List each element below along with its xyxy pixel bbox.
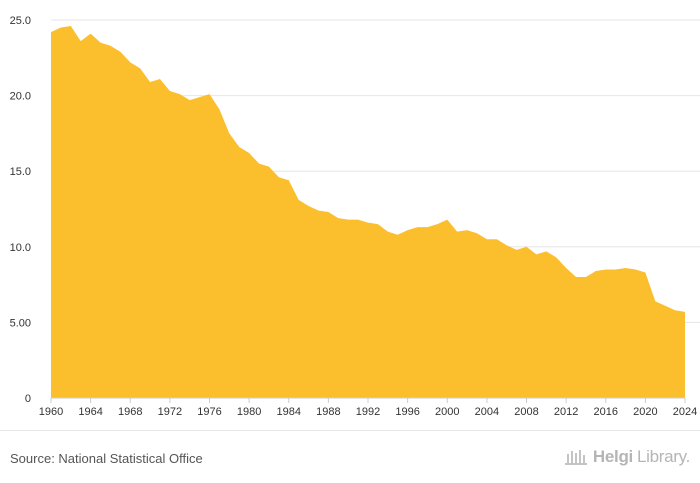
x-tick-label: 1960	[39, 406, 63, 418]
x-tick-label: 1984	[277, 406, 301, 418]
x-tick-label: 1976	[197, 406, 221, 418]
source-note: Source: National Statistical Office	[10, 451, 203, 466]
x-tick-label: 2024	[673, 406, 697, 418]
area-series	[51, 26, 685, 399]
x-tick-label: 1992	[356, 406, 380, 418]
y-tick-label: 0	[25, 393, 31, 405]
x-tick-label: 2012	[554, 406, 578, 418]
y-tick-label: 20.0	[10, 91, 31, 103]
x-tick-label: 2020	[633, 406, 657, 418]
x-tick-label: 1980	[237, 406, 261, 418]
library-icon	[564, 450, 587, 465]
x-tick-label: 1972	[158, 406, 182, 418]
y-tick-label: 25.0	[10, 15, 31, 27]
y-tick-label: 10.0	[10, 242, 31, 254]
x-tick-label: 2016	[594, 406, 618, 418]
y-tick-label: 5.00	[10, 317, 31, 329]
area-fill	[51, 26, 685, 399]
footer: Source: National Statistical Office Helg…	[0, 430, 700, 483]
y-tick-label: 15.0	[10, 166, 31, 178]
x-tick-label: 2000	[435, 406, 459, 418]
x-tick-label: 1964	[78, 406, 102, 418]
axes	[50, 397, 686, 403]
y-tick-labels: 0 5.00 10.0 15.0 20.0 25.0	[10, 15, 31, 405]
x-tick-label: 2004	[475, 406, 499, 418]
x-tick-label: 1988	[316, 406, 340, 418]
brand-suffix: Library.	[636, 447, 690, 466]
brand-logo[interactable]: Helgi Library.	[564, 447, 690, 467]
x-tick-labels: 1960 1964 1968 1972 1976 1980 1984 1988 1992 1996…	[39, 406, 697, 418]
brand-name: Helgi	[592, 447, 633, 466]
x-tick-label: 1968	[118, 406, 142, 418]
x-tick-label: 2008	[514, 406, 538, 418]
x-tick-label: 1996	[395, 406, 419, 418]
